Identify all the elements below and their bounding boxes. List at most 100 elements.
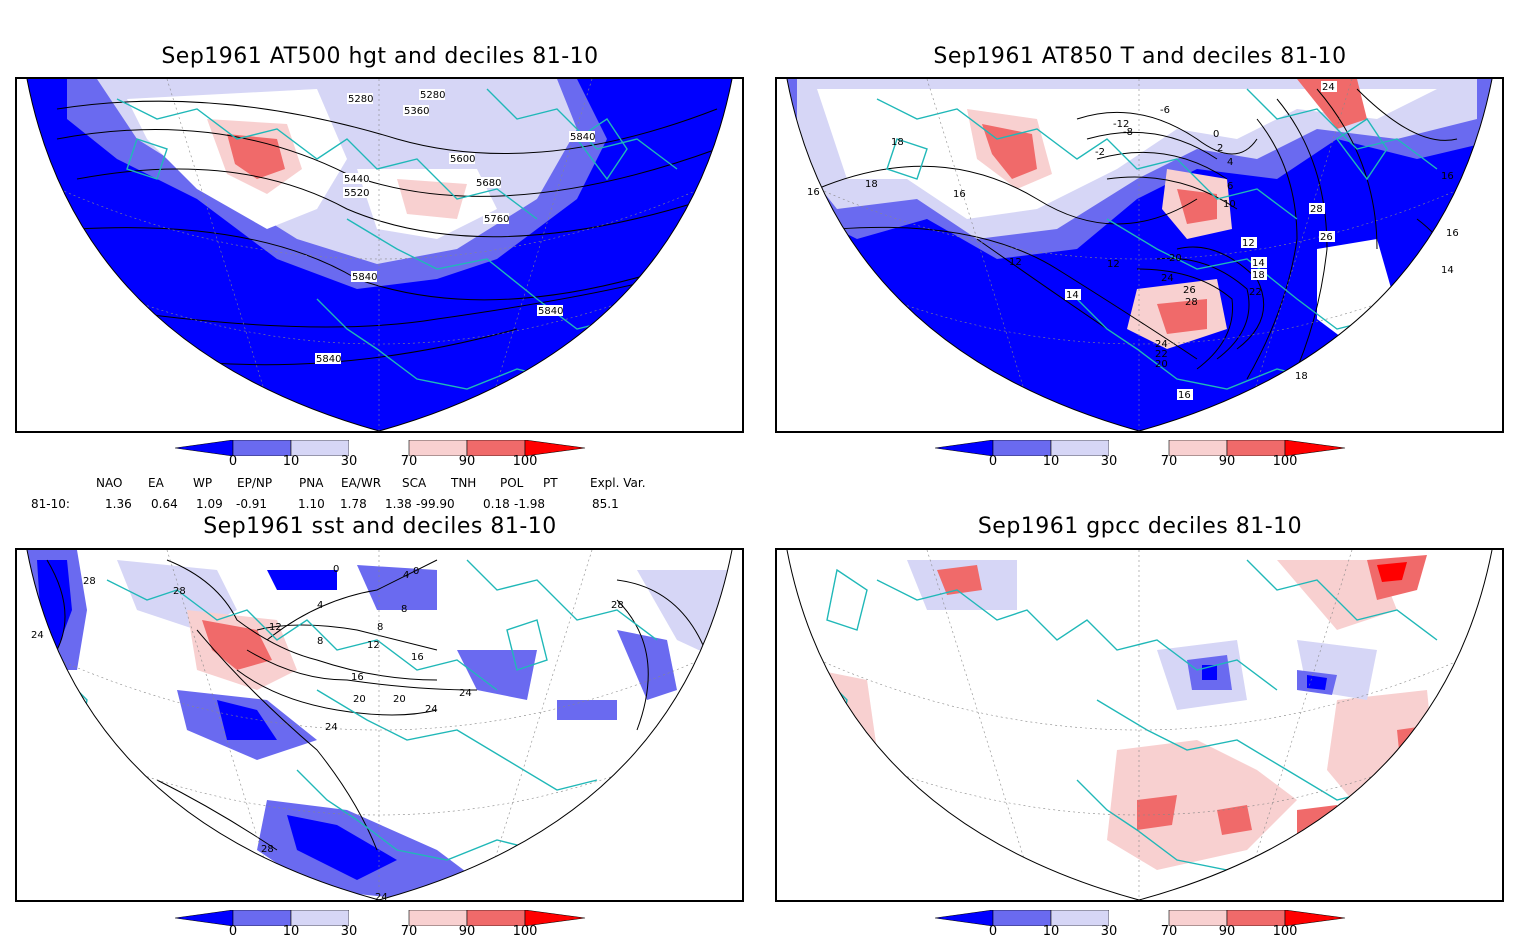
colorbar-2: 0 10 30 70 90 100 (934, 439, 1347, 476)
contour-label: 0 (413, 566, 419, 577)
contour-label: 2 (1217, 143, 1223, 154)
contour-label: 10 (1223, 199, 1236, 210)
contour-label: 5280 (420, 90, 445, 101)
contour-label: -8 (1123, 127, 1133, 138)
index-header: SCA (402, 476, 427, 490)
contour-label: 24 (425, 704, 438, 715)
index-value: 85.1 (592, 497, 619, 511)
colorbar-tick: 90 (1218, 454, 1236, 469)
colorbar-tick: 100 (1272, 454, 1298, 469)
index-header: WP (193, 476, 213, 490)
contour-label: 22 (1249, 287, 1262, 298)
contour-label: 12 (1009, 257, 1022, 268)
contour-label: 8 (377, 622, 383, 633)
contour-label: 16 (1441, 171, 1454, 182)
colorbar-tick: 30 (340, 454, 358, 469)
contour-label: 24 (31, 630, 44, 641)
contour-label: 12 (1242, 238, 1255, 249)
contour-label: 18 (865, 179, 878, 190)
index-header: NAO (96, 476, 123, 490)
index-value: 0.18 (483, 497, 510, 511)
contour-label: 26 (1183, 285, 1196, 296)
contour-label: 5520 (344, 188, 369, 199)
contour-label: 18 (1295, 371, 1308, 382)
contour-label: 16 (411, 652, 424, 663)
contour-label: 24 (1322, 82, 1335, 93)
colorbar-tick: 30 (340, 924, 358, 939)
index-value: -1.98 (514, 497, 546, 511)
contour-label: 16 (953, 189, 966, 200)
colorbar-4: 0 10 30 70 90 100 (934, 909, 1347, 940)
contour-label: 8 (317, 636, 323, 647)
index-header: EP/NP (237, 476, 273, 490)
contour-label: 16 (1446, 228, 1459, 239)
contour-label: 24 (325, 722, 338, 733)
colorbar-tick: 10 (1042, 924, 1060, 939)
contour-label: 28 (173, 586, 186, 597)
contour-label: 20 (353, 694, 366, 705)
colorbar-1-svg (174, 439, 586, 457)
contour-label: 5360 (404, 106, 429, 117)
contour-label: 5600 (450, 154, 475, 165)
contour-label: 0 (333, 564, 339, 575)
contour-label: 20 (1169, 253, 1182, 264)
index-header: PT (543, 476, 558, 490)
contour-label: 26 (1320, 232, 1333, 243)
contour-label: 20 (393, 694, 406, 705)
contour-label: 28 (611, 600, 624, 611)
map-gpcc-svg (786, 550, 1493, 900)
colorbar-1: 0 10 30 70 90 100 (174, 439, 587, 476)
contour-label: 14 (1066, 290, 1079, 301)
index-header: POL (500, 476, 524, 490)
contour-label: 4 (1227, 157, 1233, 168)
map-panel-hgt500: 5280 5280 5360 5600 5440 5520 5680 5760 … (15, 77, 744, 433)
colorbar-tick: 0 (988, 454, 998, 469)
contour-label: 28 (1185, 297, 1198, 308)
contour-label: 5840 (570, 132, 595, 143)
colorbar-3: 0 10 30 70 90 100 (174, 909, 587, 940)
contour-label: 5840 (538, 306, 563, 317)
index-header: EA (148, 476, 164, 490)
contour-label: 5680 (476, 178, 501, 189)
contour-label: -6 (1160, 105, 1170, 116)
colorbar-tick: 30 (1100, 924, 1118, 939)
index-header: Expl. Var. (590, 476, 646, 490)
contour-label: 24 (459, 688, 472, 699)
contour-label: 18 (891, 137, 904, 148)
colorbar-tick: 0 (228, 924, 238, 939)
index-header: TNH (451, 476, 477, 490)
colorbar-tick: 100 (512, 454, 538, 469)
colorbar-tick: 70 (400, 454, 418, 469)
colorbar-tick: 100 (1272, 924, 1298, 939)
index-header: PNA (299, 476, 324, 490)
contour-label: 16 (1178, 390, 1191, 401)
contour-label: 5840 (352, 272, 377, 283)
contour-label: 14 (1252, 258, 1265, 269)
contour-label: 12 (269, 622, 282, 633)
index-value: -0.91 (236, 497, 268, 511)
colorbar-tick: 90 (458, 924, 476, 939)
colorbar-tick: 0 (988, 924, 998, 939)
contour-label: 28 (261, 844, 274, 855)
t850-contour-labels: 24 -6 -8 -12 2 0 -2 4 18 18 16 16 6 10 2… (807, 81, 1461, 401)
map-panel-sst: 28 28 24 0 4 8 12 8 4 0 8 12 16 16 20 20… (15, 548, 744, 902)
contour-label: 5760 (484, 214, 509, 225)
index-value: 0.64 (151, 497, 178, 511)
contour-label: 16 (807, 187, 820, 198)
colorbar-tick: 100 (512, 924, 538, 939)
colorbar-tick: 70 (400, 924, 418, 939)
colorbar-tick: 90 (1218, 924, 1236, 939)
contour-label: 4 (403, 570, 409, 581)
contour-label: 5280 (348, 94, 373, 105)
panel-2-title: Sep1961 AT850 T and deciles 81-10 (933, 44, 1347, 69)
colorbar-tick: 30 (1100, 454, 1118, 469)
contour-label: 22 (1155, 349, 1168, 360)
colorbar-4-svg (934, 909, 1346, 927)
map-panel-t850: 24 -6 -8 -12 2 0 -2 4 18 18 16 16 6 10 2… (775, 77, 1504, 433)
contour-label: 16 (351, 672, 364, 683)
index-value: 1.09 (196, 497, 223, 511)
index-row-label: 81-10: (31, 497, 70, 511)
contour-label: 28 (1310, 204, 1323, 215)
colorbar-3-svg (174, 909, 586, 927)
colorbar-tick: 10 (282, 454, 300, 469)
